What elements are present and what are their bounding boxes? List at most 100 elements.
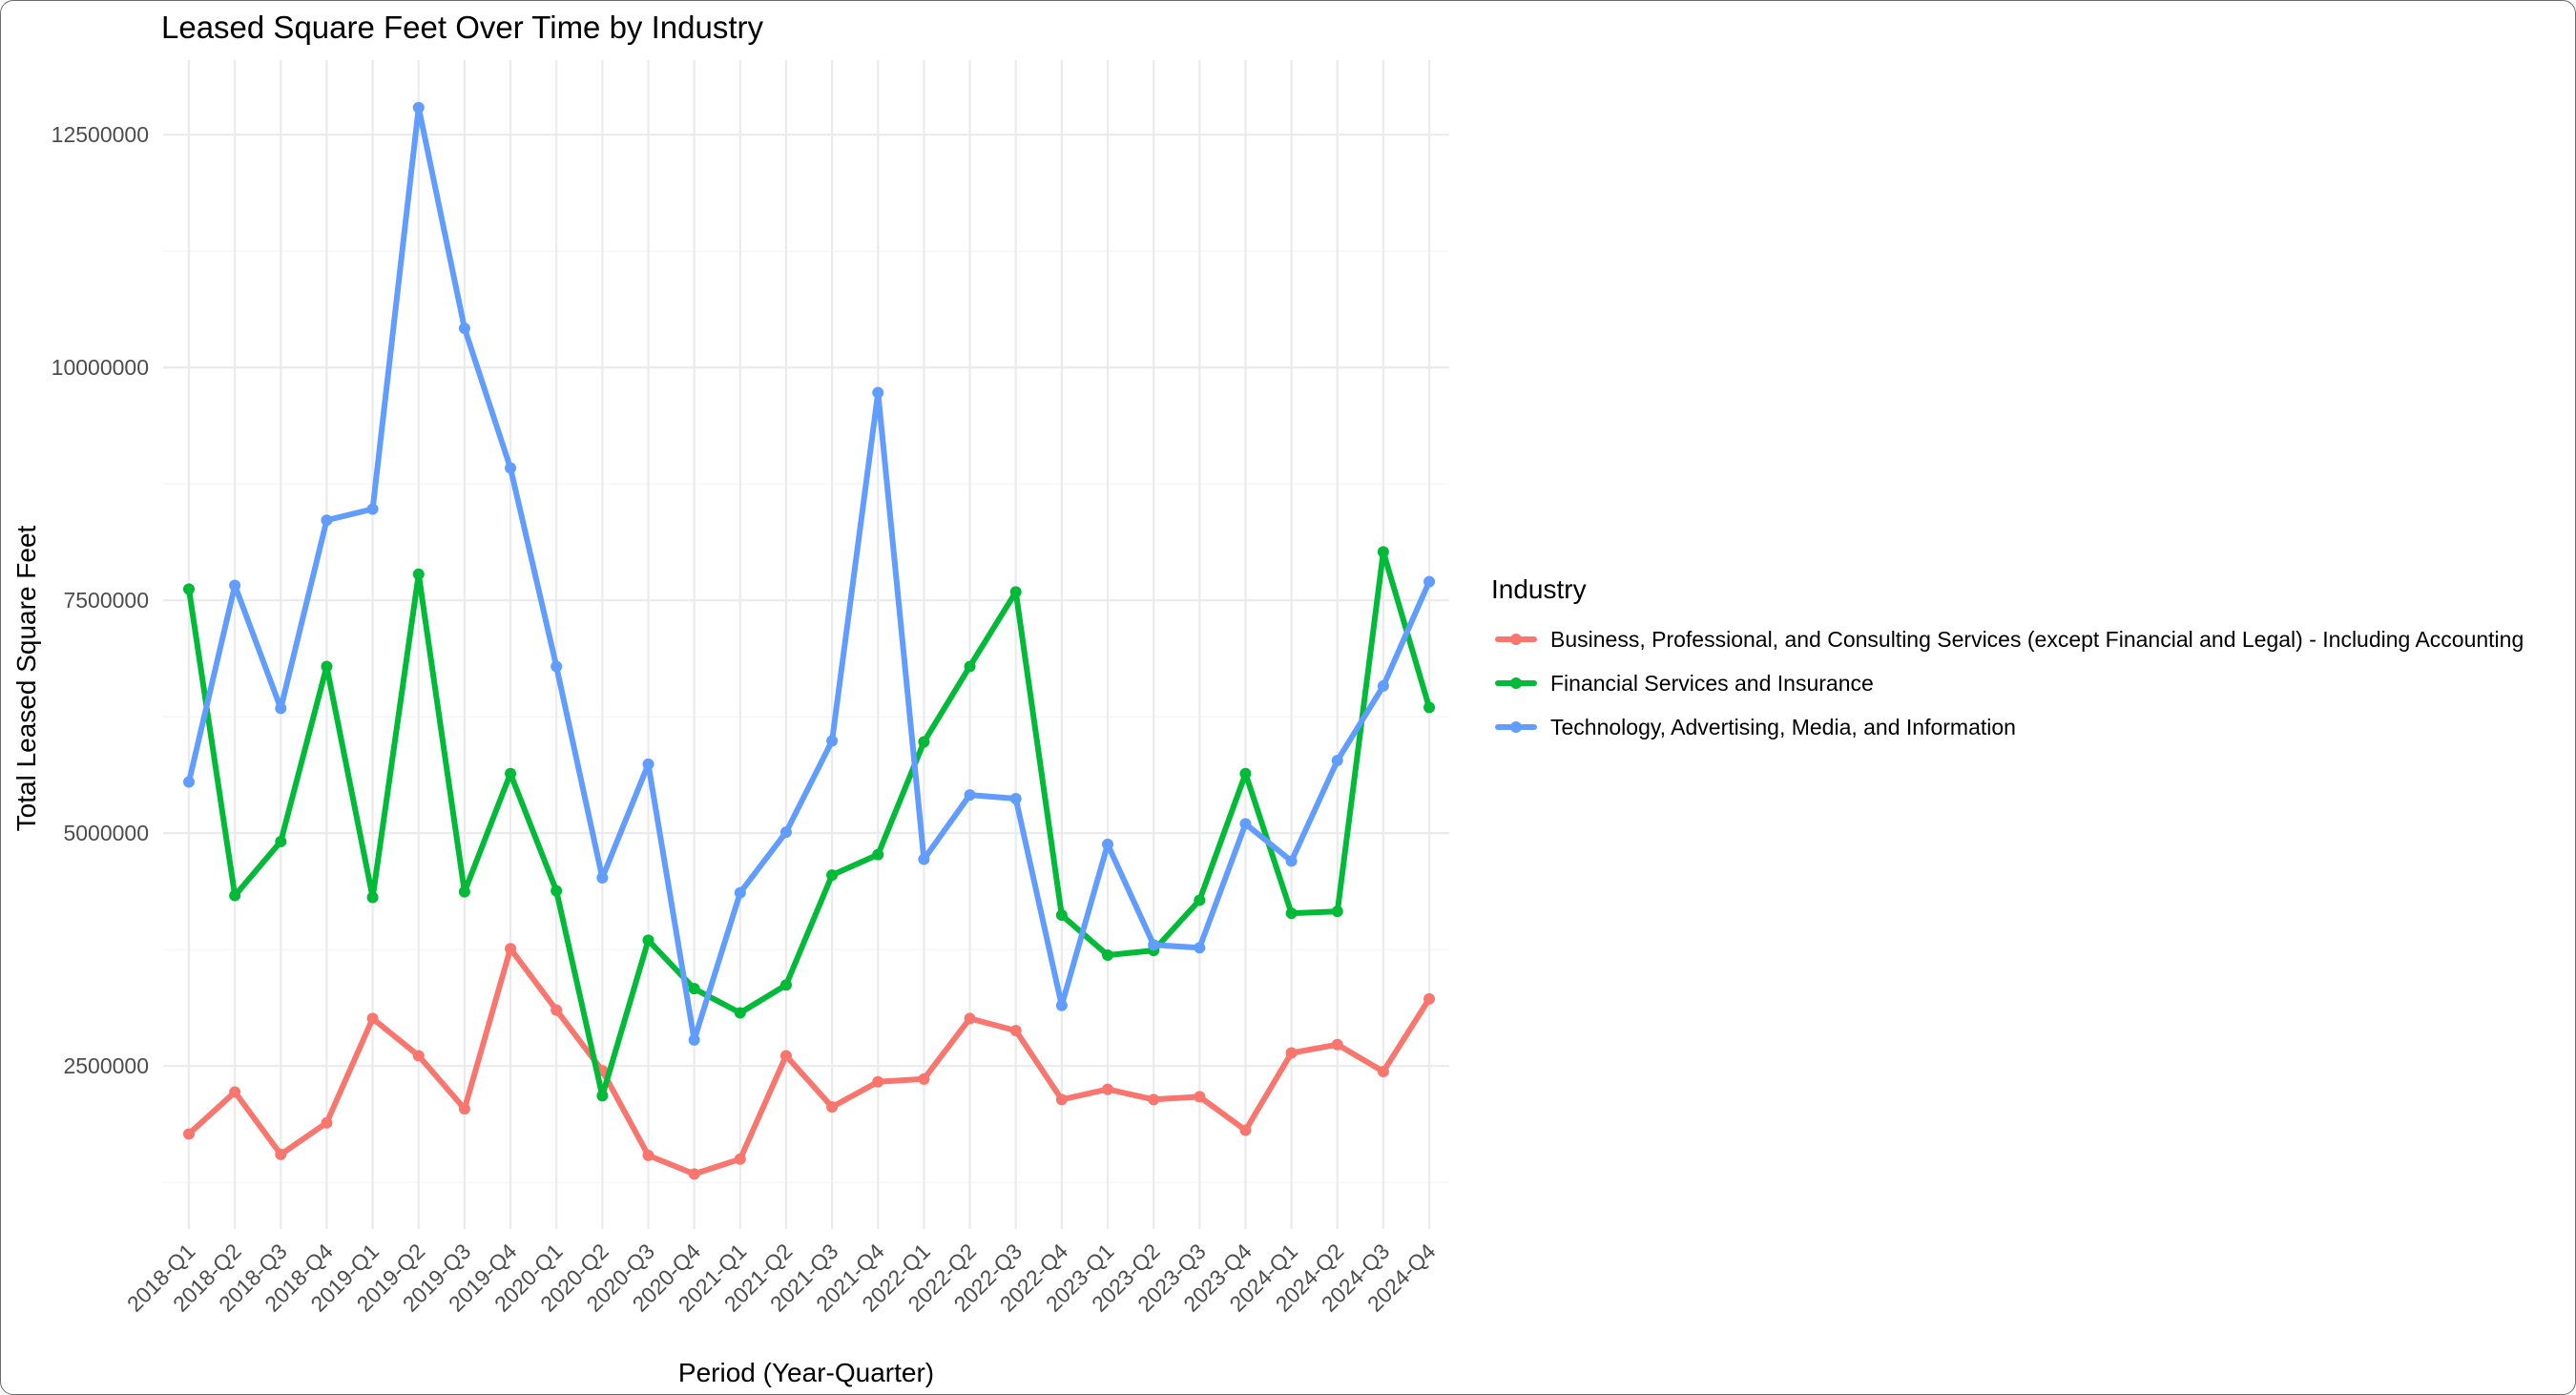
data-point xyxy=(1331,1038,1343,1051)
data-point xyxy=(412,101,425,114)
chart-title: Leased Square Feet Over Time by Industry xyxy=(161,10,763,45)
data-point xyxy=(1239,767,1252,780)
data-point xyxy=(1194,1091,1206,1103)
data-point xyxy=(321,660,333,673)
data-point xyxy=(183,776,195,788)
data-point xyxy=(964,789,976,802)
data-point xyxy=(1009,793,1022,805)
legend-item: Financial Services and Insurance xyxy=(1495,671,1874,696)
data-point xyxy=(1285,855,1298,867)
data-point xyxy=(1009,1025,1022,1037)
legend-label: Technology, Advertising, Media, and Info… xyxy=(1550,715,2016,739)
data-point xyxy=(1239,818,1252,830)
series-1 xyxy=(183,943,1436,1180)
data-point xyxy=(1285,907,1298,920)
data-point xyxy=(688,983,700,995)
legend: Industry Business, Professional, and Con… xyxy=(1491,574,2524,739)
legend-key-point xyxy=(1510,721,1522,733)
data-point xyxy=(642,758,654,770)
data-point xyxy=(918,736,930,748)
data-point xyxy=(642,934,654,947)
series-line xyxy=(186,104,1432,1043)
data-point xyxy=(366,503,379,515)
y-axis-title: Total Leased Square Feet xyxy=(11,525,41,831)
data-point xyxy=(229,889,241,902)
data-point xyxy=(1423,701,1436,714)
data-point xyxy=(826,1101,839,1114)
data-point xyxy=(551,1004,563,1016)
data-point xyxy=(412,568,425,580)
data-point xyxy=(505,767,517,780)
data-point xyxy=(1423,575,1436,588)
legend-key-point xyxy=(1510,634,1522,645)
data-point xyxy=(918,1072,930,1085)
legend-label: Financial Services and Insurance xyxy=(1550,671,1874,696)
data-point xyxy=(1331,906,1343,918)
data-point xyxy=(1377,679,1389,692)
data-point xyxy=(366,1012,379,1025)
data-point xyxy=(779,826,792,839)
data-point xyxy=(1102,949,1113,962)
y-tick-label: 12500000 xyxy=(52,122,149,147)
x-axis-ticks: 2018-Q12018-Q22018-Q32018-Q42019-Q12019-… xyxy=(122,1239,1441,1317)
data-point xyxy=(734,1153,746,1165)
data-point xyxy=(1055,999,1068,1011)
legend-title: Industry xyxy=(1491,574,1587,604)
data-point xyxy=(1194,894,1206,906)
data-point xyxy=(734,1007,746,1019)
data-point xyxy=(321,514,333,527)
data-point xyxy=(1377,1066,1389,1078)
data-point xyxy=(551,885,563,897)
data-point xyxy=(1102,1083,1113,1095)
y-tick-label: 7500000 xyxy=(63,588,149,613)
data-point xyxy=(1423,992,1436,1005)
series-2 xyxy=(183,546,1436,1102)
data-point xyxy=(596,872,609,885)
data-point xyxy=(1102,838,1113,850)
data-point xyxy=(779,979,792,991)
data-point xyxy=(918,853,930,865)
data-point xyxy=(458,323,470,335)
legend-item: Business, Professional, and Consulting S… xyxy=(1495,627,2524,652)
data-point xyxy=(964,660,976,673)
data-point xyxy=(551,660,563,673)
data-point xyxy=(366,891,379,904)
legend-item: Technology, Advertising, Media, and Info… xyxy=(1495,715,2016,739)
series-line xyxy=(186,549,1432,1099)
series-3 xyxy=(183,101,1436,1046)
legend-key-point xyxy=(1510,677,1522,689)
data-point xyxy=(321,1116,333,1129)
data-point xyxy=(183,1128,195,1140)
data-point xyxy=(275,835,287,847)
grid-lines xyxy=(163,60,1449,1229)
y-axis-ticks: 2500000 5000000 7500000 10000000 12500000 xyxy=(52,122,149,1078)
data-point xyxy=(229,579,241,592)
data-point xyxy=(826,735,839,747)
data-point xyxy=(183,583,195,595)
data-point xyxy=(1148,1093,1160,1106)
data-point xyxy=(826,869,839,882)
data-point xyxy=(412,1050,425,1062)
data-point xyxy=(1055,1093,1068,1106)
data-series xyxy=(183,101,1436,1180)
data-point xyxy=(872,848,884,861)
data-point xyxy=(1055,909,1068,922)
data-point xyxy=(964,1012,976,1025)
data-point xyxy=(1009,586,1022,598)
legend-items: Business, Professional, and Consulting S… xyxy=(1495,627,2524,739)
data-point xyxy=(872,1075,884,1088)
data-point xyxy=(275,1148,287,1160)
data-point xyxy=(642,1149,654,1161)
data-point xyxy=(458,1103,470,1115)
data-point xyxy=(872,386,884,399)
y-tick-label: 5000000 xyxy=(63,821,149,845)
data-point xyxy=(734,886,746,899)
data-point xyxy=(688,1033,700,1046)
data-point xyxy=(1239,1124,1252,1136)
data-point xyxy=(505,462,517,474)
data-point xyxy=(688,1168,700,1180)
data-point xyxy=(1377,546,1389,558)
data-point xyxy=(458,885,470,898)
